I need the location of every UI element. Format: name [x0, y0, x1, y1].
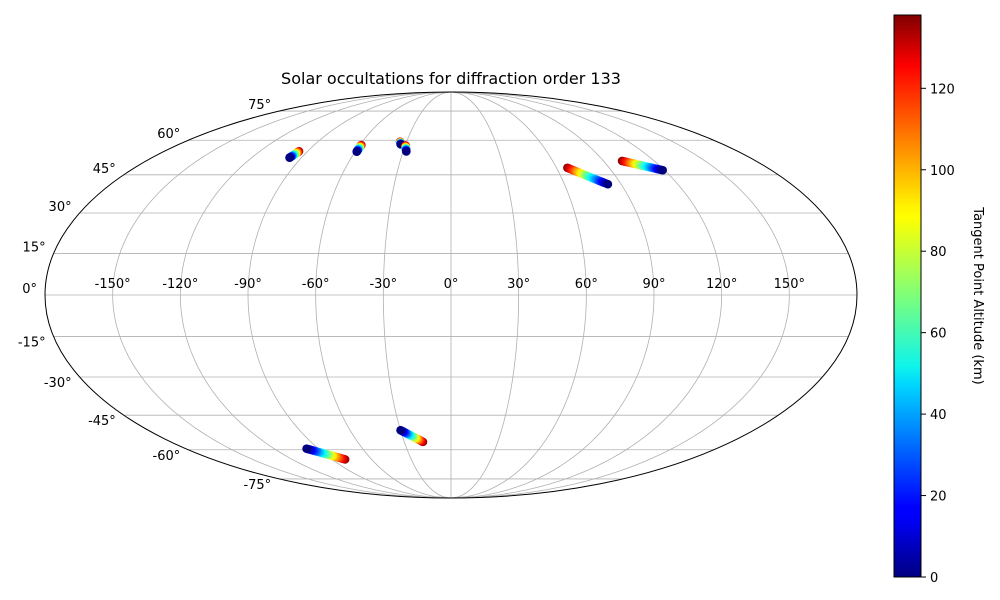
latitude-tick-label: -60° [153, 449, 181, 464]
latitude-tick-label: 0° [22, 282, 37, 297]
colorbar-ticks: 0 20 40 60 80 100 120 [921, 82, 955, 586]
colorbar-gradient [893, 14, 922, 578]
longitude-tick-label: 30° [507, 277, 530, 292]
latitude-tick-label: 60° [157, 127, 180, 142]
longitude-tick-label: 120° [706, 277, 737, 292]
longitude-tick-label: 60° [575, 277, 598, 292]
occultation-point [603, 179, 613, 189]
colorbar-tick-label: 100 [930, 164, 955, 179]
occultation-points [285, 137, 667, 464]
map-area: -150° -120° -90° -60° -30° 0° 30° 60° 90° 120° 150… [18, 91, 858, 499]
map-boundary [44, 91, 858, 499]
colorbar-tick-label: 0 [930, 571, 938, 586]
longitude-tick-label: 90° [642, 277, 665, 292]
colorbar-label: Tangent Point Altitude (km) [970, 206, 985, 384]
colorbar-tick-label: 80 [930, 245, 947, 260]
occultation-point [658, 165, 667, 175]
latitude-tick-label: 30° [49, 200, 72, 215]
latitude-tick-labels: 75° 60° 45° 30° 15° 0° -15° -30° -45° -60° -75° [18, 98, 271, 493]
occultation-point [396, 425, 405, 435]
latitude-tick-label: -45° [88, 414, 116, 429]
graticule [45, 92, 857, 498]
longitude-tick-label: -120° [162, 277, 198, 292]
longitude-tick-label: -90° [234, 277, 262, 292]
colorbar: 0 20 40 60 80 100 120 Tangent Point Altitude (… [893, 14, 985, 586]
latitude-tick-label: 75° [248, 98, 271, 113]
longitude-tick-label: 150° [774, 277, 805, 292]
longitude-tick-labels: -150° -120° -90° -60° -30° 0° 30° 60° 90° 120° 150… [95, 277, 805, 292]
colorbar-tick-label: 60 [930, 327, 947, 342]
longitude-tick-label: 0° [444, 277, 459, 292]
colorbar-tick-label: 120 [930, 82, 955, 97]
latitude-tick-label: -30° [44, 376, 72, 391]
occultation-point [402, 147, 411, 156]
chart-title: Solar occultations for diffraction order… [281, 69, 621, 88]
longitude-tick-label: -30° [369, 277, 397, 292]
colorbar-tick-label: 20 [930, 490, 947, 505]
colorbar-tick-label: 40 [930, 408, 947, 423]
longitude-tick-label: -60° [302, 277, 330, 292]
latitude-tick-label: 15° [23, 240, 46, 255]
latitude-tick-label: -15° [18, 336, 46, 351]
longitude-tick-label: -150° [95, 277, 131, 292]
occultation-point [285, 153, 294, 162]
occultation-point [302, 444, 311, 453]
latitude-tick-label: -75° [243, 478, 271, 493]
latitude-tick-label: 45° [93, 162, 116, 177]
occultation-point [352, 147, 362, 157]
